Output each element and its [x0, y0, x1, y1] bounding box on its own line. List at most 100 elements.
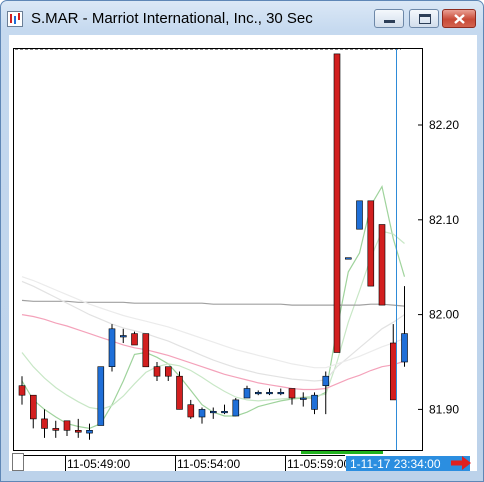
- close-button[interactable]: [442, 9, 476, 28]
- x-axis: 11-05:49:00 11-05:54:00 11-05:59:00: [65, 456, 350, 471]
- candle-body: [210, 410, 217, 414]
- candle[interactable]: [401, 286, 408, 367]
- candle[interactable]: [29, 394, 37, 429]
- y-axis: 82.20 82.10 82.00 81.90: [418, 118, 459, 416]
- title-bar[interactable]: S.MAR - Marriot International, Inc., 30 …: [1, 1, 483, 37]
- candle-body: [344, 257, 352, 260]
- x-tick-label: 11-05:59:00: [287, 457, 350, 471]
- x-tick-label: 11-05:54:00: [177, 457, 240, 471]
- candle[interactable]: [120, 328, 127, 344]
- candle[interactable]: [86, 423, 93, 440]
- maximize-button[interactable]: [409, 9, 439, 28]
- candle[interactable]: [41, 409, 48, 438]
- candle[interactable]: [75, 418, 82, 438]
- candle-body: [63, 420, 71, 431]
- x-tick-label: 11-05:49:00: [67, 457, 130, 471]
- time-cursor-badge: [346, 456, 470, 471]
- y-tick-label: 82.20: [429, 118, 459, 132]
- candle-body: [41, 418, 48, 429]
- candle-body: [108, 328, 116, 367]
- candle-body: [266, 391, 273, 395]
- candle[interactable]: [142, 333, 150, 368]
- candle[interactable]: [176, 371, 183, 410]
- candle-body: [153, 366, 161, 377]
- candle-body: [322, 375, 330, 387]
- candle[interactable]: [18, 376, 26, 405]
- candle-body: [187, 404, 195, 418]
- candle-body: [243, 388, 251, 399]
- candle-body: [52, 428, 60, 431]
- candle-body: [288, 388, 296, 399]
- candle[interactable]: [198, 407, 206, 424]
- candle-body: [255, 391, 262, 395]
- candle[interactable]: [367, 200, 375, 287]
- candle[interactable]: [153, 362, 161, 381]
- candle[interactable]: [165, 366, 172, 381]
- candle[interactable]: [210, 407, 217, 419]
- moving-average-line-5: [21, 280, 405, 382]
- candle[interactable]: [63, 420, 71, 436]
- candle-body: [142, 333, 150, 368]
- y-tick-label: 82.10: [429, 213, 459, 227]
- candle[interactable]: [378, 224, 386, 306]
- moving-average-line-2: [21, 230, 405, 411]
- candle-body: [176, 375, 183, 410]
- moving-average-line-6: [21, 276, 405, 369]
- candle-body: [165, 366, 172, 377]
- candle[interactable]: [266, 388, 273, 396]
- moving-average-line-3: [21, 314, 405, 391]
- candle[interactable]: [97, 366, 105, 426]
- candle[interactable]: [356, 200, 363, 230]
- next-arrow-icon[interactable]: [449, 454, 475, 472]
- candle[interactable]: [277, 388, 285, 396]
- scroll-box[interactable]: [12, 453, 24, 471]
- candle-body: [401, 333, 408, 363]
- plot-area[interactable]: [13, 48, 423, 451]
- candle-body: [299, 397, 307, 400]
- candle[interactable]: [299, 392, 307, 407]
- y-tick-label: 82.00: [429, 308, 459, 322]
- candle[interactable]: [221, 404, 228, 415]
- candle-body: [29, 394, 37, 420]
- candle[interactable]: [322, 371, 330, 415]
- candle[interactable]: [311, 392, 318, 415]
- moving-averages: [21, 184, 406, 430]
- candle-body: [221, 410, 228, 414]
- candle-body: [120, 335, 127, 338]
- candle-body: [75, 429, 82, 433]
- minimize-icon: [384, 20, 395, 23]
- candle-body: [378, 224, 386, 306]
- candle[interactable]: [333, 53, 341, 353]
- candle-body: [232, 399, 240, 417]
- candle-body: [333, 53, 341, 353]
- chart-area[interactable]: 82.20 82.10 82.00 81.90 11-05:49:00 11-05:54…: [9, 35, 477, 471]
- price-chart[interactable]: 82.20 82.10 82.00 81.90 11-05:49:00 11-05:54…: [9, 35, 477, 471]
- candle-body: [131, 333, 138, 346]
- maximize-icon: [419, 14, 431, 24]
- candle[interactable]: [344, 257, 352, 260]
- candles[interactable]: [18, 53, 408, 440]
- candle[interactable]: [243, 385, 251, 399]
- candle[interactable]: [52, 420, 60, 438]
- time-cursor-label: 1-11-17 23:34:00: [350, 457, 441, 471]
- candle-body: [311, 394, 318, 410]
- minimize-button[interactable]: [374, 9, 404, 28]
- candle[interactable]: [255, 390, 262, 396]
- window-title: S.MAR - Marriot International, Inc., 30 …: [31, 10, 313, 27]
- candle[interactable]: [131, 331, 138, 346]
- candle[interactable]: [232, 398, 240, 417]
- candle-body: [277, 391, 285, 395]
- candle-body: [97, 366, 105, 426]
- chart-app-icon: [7, 11, 23, 27]
- candle-body: [367, 200, 375, 287]
- candle[interactable]: [187, 399, 195, 419]
- candle[interactable]: [108, 324, 116, 372]
- y-tick-label: 81.90: [429, 402, 459, 416]
- candle-body: [198, 409, 206, 418]
- candle-body: [86, 429, 93, 434]
- candle-body: [18, 385, 26, 396]
- candle-body: [389, 342, 397, 401]
- candle[interactable]: [288, 388, 296, 405]
- candle-body: [356, 200, 363, 230]
